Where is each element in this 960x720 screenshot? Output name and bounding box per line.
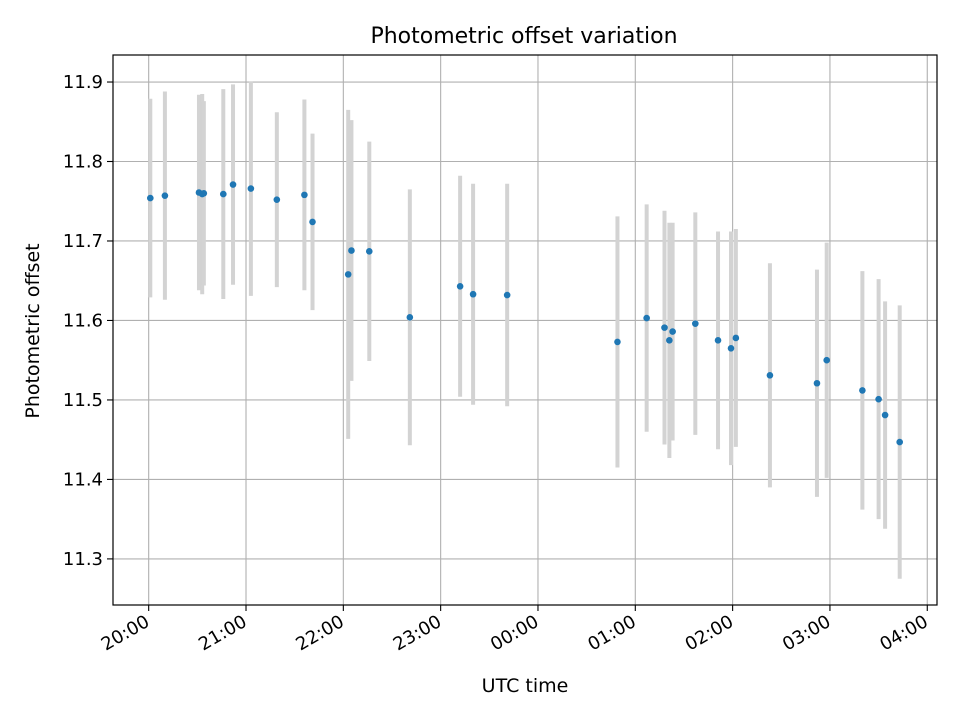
- data-point: [614, 338, 621, 346]
- grid: [113, 55, 937, 605]
- data-point: [309, 218, 316, 226]
- data-point: [273, 196, 281, 203]
- data-point: [147, 194, 154, 202]
- data-point: [669, 328, 676, 335]
- data-point: [469, 290, 477, 298]
- data-point: [896, 438, 903, 446]
- x-axis-label: UTC time: [482, 675, 569, 697]
- data-point: [881, 411, 889, 419]
- y-axis-label: Photometric offset: [22, 243, 44, 418]
- data-point: [406, 313, 414, 321]
- y-tick-label: 11.7: [63, 231, 103, 252]
- data-point: [643, 314, 650, 322]
- data-point: [661, 324, 668, 331]
- chart-title: Photometric offset variation: [370, 24, 677, 49]
- data-point: [456, 282, 464, 290]
- data-point: [219, 190, 227, 198]
- data-point: [348, 247, 355, 254]
- data-point: [732, 334, 740, 342]
- data-points: [147, 181, 903, 446]
- data-point: [503, 291, 511, 299]
- data-point: [200, 189, 208, 197]
- y-tick-label: 11.4: [63, 469, 103, 490]
- data-point: [229, 181, 237, 188]
- y-tick-label: 11.6: [63, 310, 103, 331]
- y-tick-label: 11.5: [63, 390, 103, 411]
- data-point: [161, 192, 169, 199]
- data-point: [692, 320, 699, 327]
- data-point: [823, 356, 831, 364]
- y-tick-label: 11.3: [63, 549, 103, 570]
- y-tick-label: 11.8: [63, 152, 103, 173]
- data-point: [875, 395, 882, 403]
- data-point: [859, 387, 866, 394]
- data-point: [727, 344, 735, 352]
- data-point: [247, 185, 255, 192]
- y-tick-label: 11.9: [63, 72, 103, 93]
- y-axis-ticks: 11.3 11.4 11.5 11.6 11.7 11.8 11.9: [63, 72, 113, 570]
- data-point: [813, 379, 821, 387]
- data-point: [344, 271, 352, 278]
- data-point: [365, 248, 373, 255]
- data-point: [666, 337, 673, 344]
- data-point: [766, 372, 774, 379]
- data-point: [301, 191, 308, 199]
- data-point: [714, 337, 722, 344]
- plot-frame: [112, 54, 938, 606]
